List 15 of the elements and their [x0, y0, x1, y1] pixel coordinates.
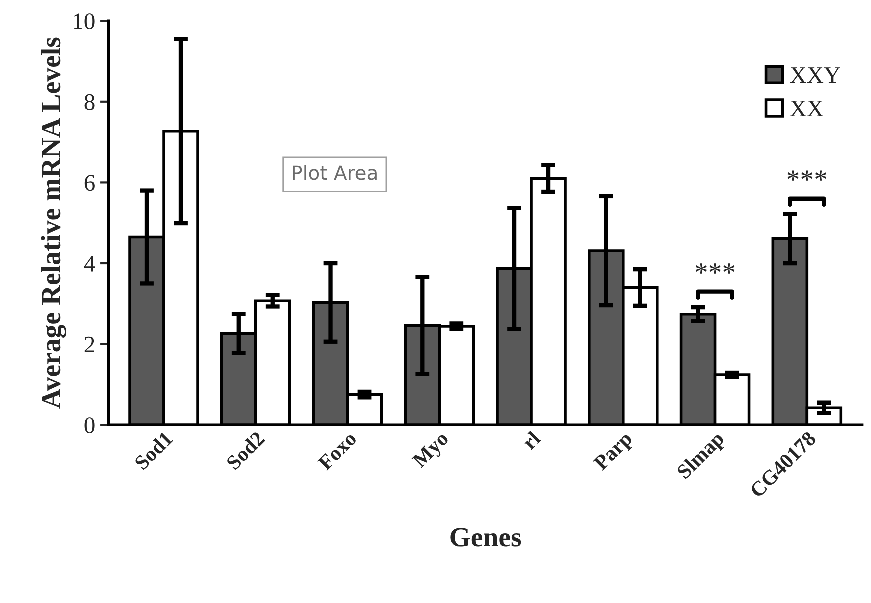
annotation: *** — [788, 170, 827, 181]
y-tick-label: 8 — [84, 94, 95, 110]
y-tick-label: 0 — [84, 418, 95, 434]
legend-label: XXY — [790, 68, 840, 84]
y-axis-title: Average Relative mRNA Levels — [41, 38, 67, 409]
x-axis-title: Genes — [450, 528, 522, 547]
y-tick-label: 6 — [84, 175, 95, 192]
x-tick-label: Myo — [412, 431, 452, 472]
x-tick-label: rl — [521, 430, 542, 450]
y-tick-label: 2 — [84, 336, 94, 353]
annotation: Plot Area — [293, 165, 377, 180]
annotation: *** — [696, 264, 735, 274]
legend-label: XX — [790, 101, 824, 116]
y-tick-label: 4 — [84, 256, 96, 272]
y-tick-label: 10 — [74, 14, 95, 30]
